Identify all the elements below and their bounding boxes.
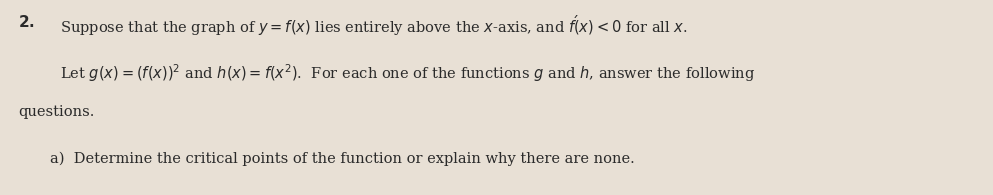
Text: Suppose that the graph of $y = f(x)$ lies entirely above the $x$-axis, and $f\'(: Suppose that the graph of $y = f(x)$ lie… <box>60 14 687 38</box>
Text: questions.: questions. <box>18 105 94 119</box>
Text: $\mathbf{2.}$: $\mathbf{2.}$ <box>18 14 35 30</box>
Text: a)  Determine the critical points of the function or explain why there are none.: a) Determine the critical points of the … <box>50 152 635 167</box>
Text: Let $g(x) = (f(x))^2$ and $h(x) = f(x^2)$.  For each one of the functions $g$ an: Let $g(x) = (f(x))^2$ and $h(x) = f(x^2)… <box>60 62 755 84</box>
